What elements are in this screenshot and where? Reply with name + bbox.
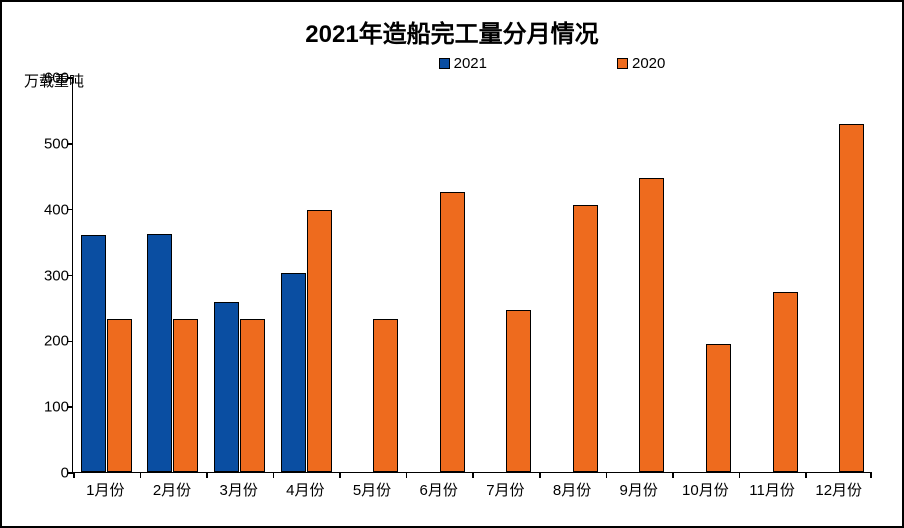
x-tick-mark (206, 472, 208, 478)
legend-item-2021: 2021 (439, 55, 487, 72)
bar (281, 273, 306, 472)
bar (147, 234, 172, 472)
bar-group (539, 205, 606, 472)
bar-group (672, 344, 739, 472)
x-label: 11月份 (739, 479, 806, 500)
x-label: 7月份 (472, 479, 539, 500)
bar (573, 205, 598, 472)
bar (706, 344, 731, 472)
bar (240, 319, 265, 472)
legend: 2021 2020 (222, 55, 882, 72)
x-tick-mark (73, 472, 75, 478)
bar-group (206, 302, 273, 472)
x-label: 6月份 (405, 479, 472, 500)
bar (373, 319, 398, 472)
x-tick-mark (739, 472, 741, 478)
x-tick-mark (870, 472, 872, 478)
x-labels: 1月份2月份3月份4月份5月份6月份7月份8月份9月份10月份11月份12月份 (72, 479, 872, 500)
x-label: 3月份 (205, 479, 272, 500)
bar-group (805, 124, 872, 472)
bar (307, 210, 332, 472)
bar (639, 178, 664, 472)
y-tick-mark (67, 209, 73, 211)
y-tick-mark (67, 341, 73, 343)
bar (506, 310, 531, 472)
plot-area: 0100200300400500600 (72, 78, 872, 473)
y-tick-mark (67, 406, 73, 408)
x-tick-mark (273, 472, 275, 478)
legend-swatch-2021 (439, 58, 450, 69)
x-label: 10月份 (672, 479, 739, 500)
bar (214, 302, 239, 472)
y-tick-label: 200 (29, 333, 69, 350)
y-tick-label: 500 (29, 135, 69, 152)
x-tick-mark (805, 472, 807, 478)
x-label: 9月份 (605, 479, 672, 500)
chart-title: 2021年造船完工量分月情况 (22, 14, 882, 49)
y-tick-mark (67, 275, 73, 277)
bar (440, 192, 465, 472)
legend-item-2020: 2020 (617, 55, 665, 72)
bar-group (73, 235, 140, 472)
y-tick-label: 400 (29, 201, 69, 218)
x-label: 12月份 (805, 479, 872, 500)
y-tick-mark (67, 143, 73, 145)
bar (81, 235, 106, 472)
x-tick-mark (606, 472, 608, 478)
bar-group (606, 178, 673, 472)
x-tick-mark (339, 472, 341, 478)
x-tick-mark (539, 472, 541, 478)
legend-label-2020: 2020 (632, 55, 665, 72)
bars-area (73, 78, 872, 472)
x-label: 1月份 (72, 479, 139, 500)
bar-group (739, 292, 806, 472)
bar-group (273, 210, 340, 472)
x-label: 4月份 (272, 479, 339, 500)
y-tick-mark (67, 77, 73, 79)
x-tick-mark (472, 472, 474, 478)
y-tick-label: 100 (29, 399, 69, 416)
y-tick-label: 0 (29, 465, 69, 482)
bar (773, 292, 798, 472)
x-tick-mark (672, 472, 674, 478)
bar-group (406, 192, 473, 472)
bar (839, 124, 864, 472)
x-tick-mark (406, 472, 408, 478)
y-tick-mark (67, 472, 73, 474)
bar-group (339, 319, 406, 472)
x-label: 5月份 (339, 479, 406, 500)
legend-label-2021: 2021 (454, 55, 487, 72)
x-label: 2月份 (139, 479, 206, 500)
bar-group (140, 234, 207, 472)
y-tick-label: 600 (29, 70, 69, 87)
bar-group (472, 310, 539, 472)
bar (107, 319, 132, 472)
bar (173, 319, 198, 472)
x-label: 8月份 (539, 479, 606, 500)
legend-swatch-2020 (617, 58, 628, 69)
chart-container: 2021年造船完工量分月情况 万载重吨 2021 2020 0100200300… (0, 0, 904, 528)
y-tick-label: 300 (29, 267, 69, 284)
x-tick-mark (140, 472, 142, 478)
